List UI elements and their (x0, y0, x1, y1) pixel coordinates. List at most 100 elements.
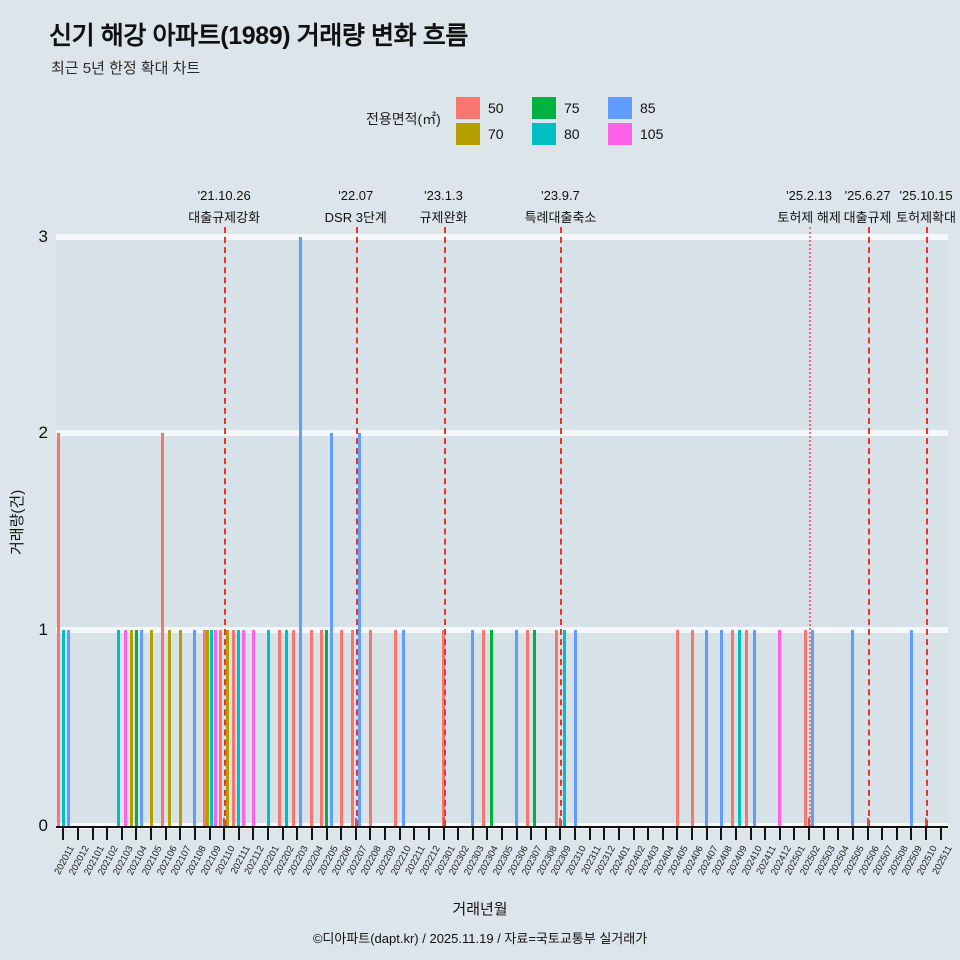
event-marker-line (443, 227, 446, 826)
event-date: '22.07 (338, 188, 374, 203)
bar (350, 629, 354, 826)
y-axis-tick-label: 1 (38, 619, 48, 639)
page-subtitle: 최근 5년 한정 확대 차트 (51, 60, 201, 77)
event-marker-line (355, 227, 358, 826)
x-axis-tick (822, 826, 825, 840)
legend-item-label: 75 (564, 100, 580, 116)
event-date: '25.2.13 (786, 188, 833, 203)
legend-item-label: 85 (640, 100, 656, 116)
event-annotation: '21.10.26 대출규제강화 (188, 188, 260, 226)
bar (160, 433, 164, 826)
x-axis-tick (384, 826, 387, 840)
legend-swatch-icon (608, 123, 632, 145)
x-axis-event-tick (442, 818, 445, 826)
x-axis-tick (471, 826, 474, 840)
x-axis-tick (164, 826, 167, 840)
legend-title: 전용면적(㎡) (366, 111, 441, 127)
bar (116, 629, 120, 826)
bar (329, 433, 333, 826)
legend-item[interactable]: 70 (456, 121, 532, 147)
bar (526, 629, 530, 826)
x-axis-tick (193, 826, 196, 840)
bar (368, 629, 372, 826)
bar (811, 629, 815, 826)
bar (730, 629, 734, 826)
x-axis-tick (237, 826, 240, 840)
x-axis-event-tick (223, 818, 226, 826)
bar (562, 629, 566, 826)
bar (226, 629, 230, 826)
event-annotation: '23.9.7 특례대출축소 (525, 188, 597, 226)
bar (555, 629, 559, 826)
legend-swatch-icon (532, 123, 556, 145)
bar (909, 629, 913, 826)
bar (690, 629, 694, 826)
x-axis-tick (574, 826, 577, 840)
x-axis-tick (837, 826, 840, 840)
bar (123, 629, 127, 826)
legend-item[interactable]: 75 (532, 95, 608, 121)
bar (219, 629, 222, 826)
x-axis-tick (895, 826, 898, 840)
x-axis-tick (866, 826, 869, 840)
x-axis-tick (588, 826, 591, 840)
gridline (56, 234, 948, 240)
x-axis-tick (281, 826, 284, 840)
x-axis-tick (486, 826, 489, 840)
plot-area (56, 227, 948, 829)
event-marker-line (809, 227, 812, 826)
event-label: 토허제 해제 (777, 210, 841, 225)
bar (232, 629, 236, 826)
event-label: 대출규제강화 (188, 210, 261, 225)
x-axis-tick (851, 826, 854, 840)
x-axis-tick (267, 826, 270, 840)
bar (266, 629, 270, 826)
bar (719, 629, 723, 826)
x-axis-tick (939, 826, 942, 840)
legend-item[interactable]: 85 (608, 95, 684, 121)
bar (482, 629, 486, 826)
x-axis-event-tick (808, 818, 811, 826)
bar (139, 629, 143, 826)
bar (357, 433, 361, 826)
x-axis-tick (442, 826, 445, 840)
legend-swatch-icon (608, 97, 632, 119)
bar (515, 629, 519, 826)
event-date: '25.6.27 (844, 188, 891, 203)
x-axis-tick (120, 826, 123, 840)
x-axis-tick (764, 826, 767, 840)
legend-item-label: 105 (640, 126, 664, 142)
bar (310, 629, 314, 826)
y-axis-tick-label: 0 (38, 816, 48, 835)
x-axis-tick (208, 826, 211, 840)
bar (61, 629, 65, 826)
x-axis-tick (749, 826, 752, 840)
bar (738, 629, 742, 826)
x-axis-tick (135, 826, 138, 840)
x-axis-tick (530, 826, 533, 840)
x-axis-tick (544, 826, 547, 840)
legend-swatch-icon (456, 97, 480, 119)
legend-item-label: 50 (488, 100, 504, 116)
x-axis-tick (354, 826, 357, 840)
legend-item[interactable]: 50 (456, 95, 532, 121)
x-axis-tick (559, 826, 562, 840)
event-date: '23.9.7 (541, 188, 580, 203)
x-axis-event-tick (559, 818, 562, 826)
bar (339, 629, 343, 826)
x-axis-tick (150, 826, 153, 840)
event-annotation: '25.2.13 토허제 해제 (777, 188, 840, 226)
x-axis-tick (296, 826, 299, 840)
event-annotation: '23.1.3 규제완화 (420, 188, 468, 226)
x-axis-tick (691, 826, 694, 840)
event-marker-line (224, 227, 227, 826)
bar (325, 629, 329, 826)
bar (745, 629, 749, 826)
legend-item[interactable]: 80 (532, 121, 608, 147)
bar (284, 629, 288, 826)
bar (705, 629, 709, 826)
legend-item[interactable]: 105 (608, 121, 684, 147)
x-axis-tick (340, 826, 343, 840)
x-axis-tick (661, 826, 664, 840)
